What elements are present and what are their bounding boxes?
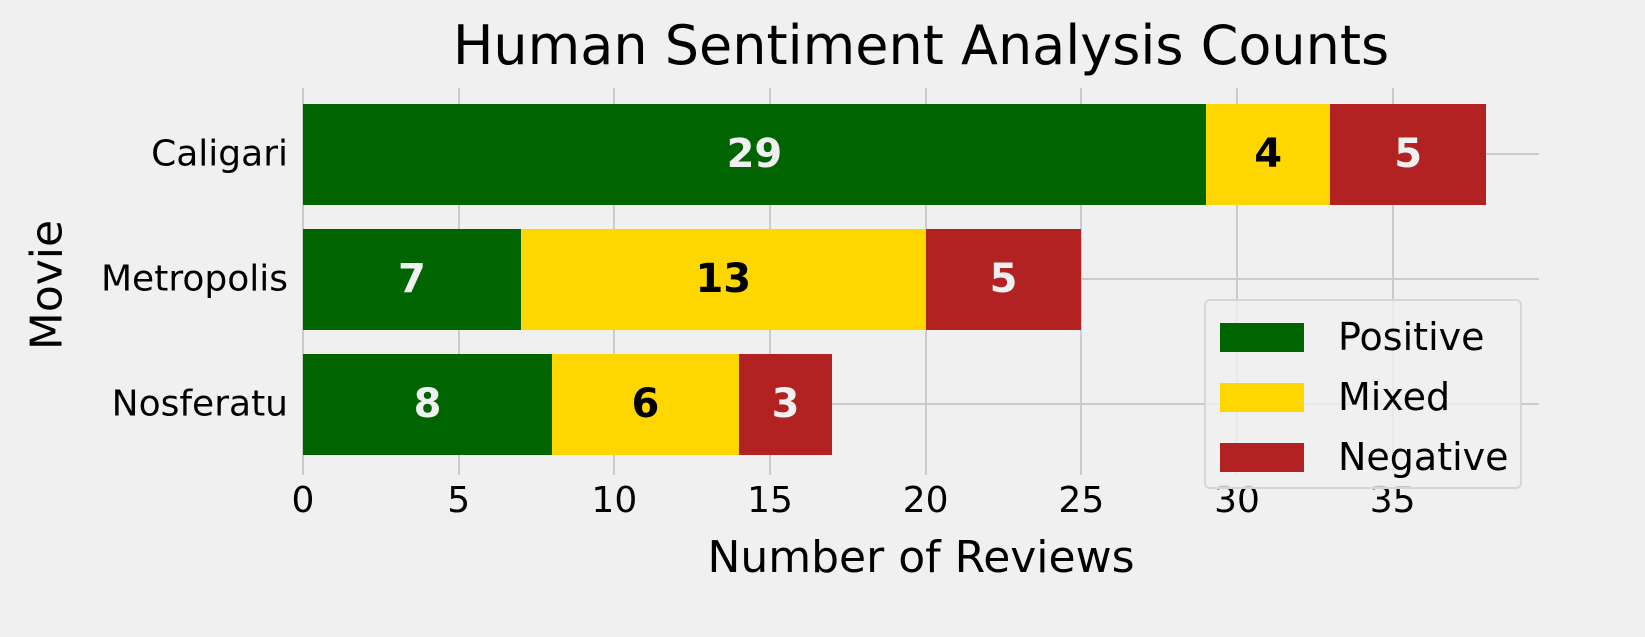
bar-segment-mixed: 4 xyxy=(1205,103,1331,205)
bar-segment-positive: 29 xyxy=(303,103,1206,205)
y-tick-label: Caligari xyxy=(151,133,288,175)
y-gridline xyxy=(303,403,1539,405)
x-tick-label: 0 xyxy=(291,480,315,521)
x-gridline xyxy=(1236,88,1238,475)
bar-segment-positive: 7 xyxy=(303,228,521,330)
legend-item-mixed: Mixed xyxy=(1220,375,1450,419)
bar-segment-mixed: 13 xyxy=(520,228,926,330)
x-gridline xyxy=(1391,88,1394,475)
x-tick-label: 15 xyxy=(747,480,793,521)
legend-label: Negative xyxy=(1338,435,1509,479)
x-axis-label: Number of Reviews xyxy=(707,532,1135,583)
x-tick-label: 25 xyxy=(1058,480,1105,521)
legend-label: Positive xyxy=(1338,315,1485,359)
y-tick-label: Nosferatu xyxy=(111,383,288,425)
legend-item-negative: Negative xyxy=(1220,435,1509,479)
bar-segment-positive: 8 xyxy=(303,353,553,455)
x-tick-label: 10 xyxy=(591,480,638,521)
y-tick-label: Metropolis xyxy=(101,258,288,300)
chart-title: Human Sentiment Analysis Counts xyxy=(452,14,1390,77)
legend-label: Mixed xyxy=(1338,375,1451,419)
bar-segment-negative: 5 xyxy=(1330,103,1487,205)
legend-swatch xyxy=(1220,442,1304,472)
plot-area: 29 4 5 7 13 5 8 6 3 xyxy=(302,88,1539,475)
x-tick-label: 20 xyxy=(902,480,949,521)
x-gridline xyxy=(1080,88,1083,475)
legend-swatch xyxy=(1220,322,1304,352)
bar-segment-mixed: 6 xyxy=(552,353,739,455)
bar-segment-negative: 5 xyxy=(925,228,1082,330)
legend-item-positive: Positive xyxy=(1220,315,1485,359)
legend-swatch xyxy=(1220,382,1304,412)
bar-segment-negative: 3 xyxy=(738,353,833,455)
y-axis-label: Movie xyxy=(21,219,73,351)
x-tick-label: 5 xyxy=(447,480,471,521)
legend: Positive Mixed Negative xyxy=(1204,299,1522,489)
